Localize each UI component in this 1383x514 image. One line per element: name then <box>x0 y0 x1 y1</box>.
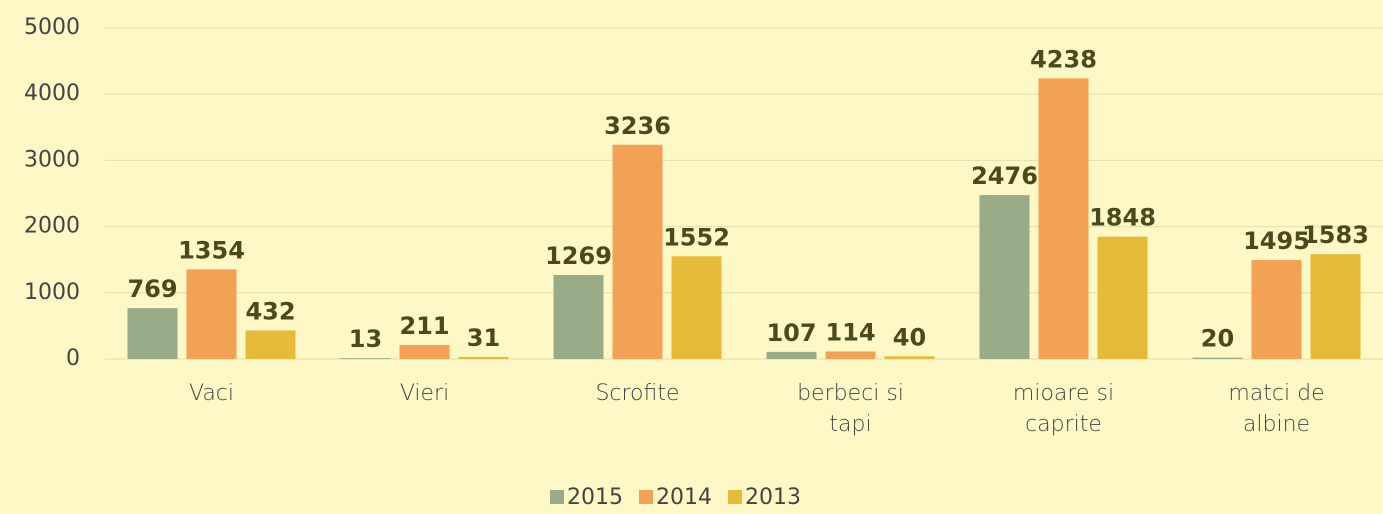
x-tick-label: Vieri <box>399 381 450 406</box>
y-tick-label: 4000 <box>24 81 80 106</box>
y-tick-label: 5000 <box>24 15 80 40</box>
x-tick-label: Vaci <box>188 381 235 406</box>
legend-swatch <box>728 490 742 504</box>
bar <box>245 330 296 359</box>
x-tick-label: Scrofite <box>595 381 680 406</box>
bar <box>1097 236 1148 359</box>
bar <box>979 195 1030 359</box>
data-label: 2476 <box>971 162 1038 190</box>
y-tick-label: 1000 <box>24 280 80 305</box>
data-label: 1269 <box>545 242 612 270</box>
legend-swatch <box>550 490 564 504</box>
data-label: 1848 <box>1089 204 1156 232</box>
bar <box>671 256 722 359</box>
data-label: 769 <box>127 275 177 303</box>
data-label: 1583 <box>1302 221 1369 249</box>
legend-label: 2015 <box>567 485 623 510</box>
data-label: 107 <box>766 319 816 347</box>
bar <box>186 269 237 359</box>
data-label: 13 <box>349 325 382 353</box>
bar <box>1192 357 1243 359</box>
data-label: 20 <box>1201 325 1234 353</box>
data-label: 1495 <box>1243 227 1310 255</box>
data-label: 40 <box>893 323 926 351</box>
bar <box>612 144 663 359</box>
data-label: 211 <box>399 312 449 340</box>
legend-swatch <box>639 490 653 504</box>
bar <box>553 274 604 359</box>
bar <box>1038 78 1089 359</box>
x-tick-label: matci de albine <box>1228 381 1325 437</box>
bar <box>340 358 391 359</box>
data-label: 114 <box>825 318 875 346</box>
legend-label: 2014 <box>656 485 712 510</box>
bar <box>1251 260 1302 359</box>
y-tick-label: 3000 <box>24 147 80 172</box>
bar <box>127 308 178 359</box>
data-label: 31 <box>467 324 500 352</box>
y-tick-label: 0 <box>66 346 80 371</box>
y-tick-label: 2000 <box>24 214 80 239</box>
data-label: 432 <box>245 297 295 325</box>
bar <box>1310 254 1361 359</box>
x-tick-label: berbeci si tapi <box>797 381 904 437</box>
data-label: 1354 <box>178 236 245 264</box>
bar <box>399 345 450 359</box>
bar <box>825 351 876 359</box>
data-label: 3236 <box>604 112 671 140</box>
x-tick-label: mioare si caprite <box>1012 381 1115 437</box>
bar <box>884 356 935 359</box>
data-label: 1552 <box>663 223 730 251</box>
bar <box>458 356 509 359</box>
legend-label: 2013 <box>745 485 801 510</box>
bar <box>766 351 817 359</box>
data-label: 4238 <box>1030 45 1097 73</box>
